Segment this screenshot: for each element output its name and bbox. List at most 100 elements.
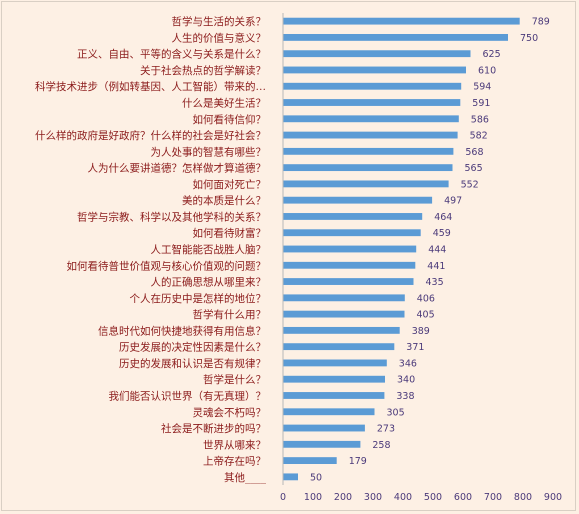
bar	[283, 164, 453, 172]
category-label: 其他____	[224, 471, 267, 484]
value-label: 338	[396, 391, 414, 402]
value-label: 50	[310, 472, 322, 483]
category-label: 什么样的政府是好政府？什么样的社会是好社会？	[35, 129, 266, 142]
category-label: 历史的发展和认识是否有规律？	[119, 357, 266, 370]
value-label: 591	[472, 98, 490, 109]
bar	[283, 50, 471, 58]
category-label: 如何看待财富？	[193, 227, 267, 240]
category-label: 我们能否认识世界（有无真理）？	[109, 389, 267, 402]
bar	[283, 196, 433, 204]
category-label: 历史发展的决定性因素是什么？	[119, 341, 266, 354]
bar	[283, 115, 459, 123]
value-label: 459	[433, 228, 451, 239]
bar	[283, 294, 405, 302]
x-tick-label: 200	[334, 492, 352, 503]
bar	[283, 359, 387, 367]
value-label: 586	[471, 114, 489, 125]
category-label: 如何面对死亡？	[193, 178, 267, 191]
category-label: 哲学有什么用？	[193, 308, 267, 321]
value-label: 435	[426, 277, 444, 288]
category-label: 人的正确思想从哪里来？	[151, 276, 267, 289]
value-label: 497	[444, 196, 462, 207]
bar	[283, 17, 520, 25]
x-tick-label: 500	[424, 492, 442, 503]
bar	[283, 229, 421, 237]
x-tick-label: 100	[304, 492, 322, 503]
category-label: 个人在历史中是怎样的地位？	[130, 292, 267, 305]
value-label: 594	[473, 82, 491, 93]
category-label: 人为什么要讲道德？怎样做才算道德？	[88, 162, 267, 175]
category-label: 如何看待普世价值观与核心价值观的问题？	[67, 259, 267, 272]
bar	[283, 245, 417, 253]
category-label: 灵魂会不朽吗？	[193, 406, 267, 419]
bar	[283, 310, 405, 318]
bar	[283, 473, 298, 481]
value-label: 305	[387, 407, 405, 418]
value-label: 464	[434, 212, 452, 223]
bar	[283, 440, 361, 448]
bar	[283, 82, 462, 90]
bar	[283, 424, 365, 432]
bar	[283, 278, 414, 285]
x-axis: 0 100 200 300 400 500 600 700 800 900	[280, 13, 562, 503]
category-label: 正义、自由、平等的含义与关系是什么？	[77, 48, 266, 61]
bar	[283, 147, 454, 155]
category-label: 哲学是什么？	[203, 373, 266, 386]
value-label: 610	[478, 65, 496, 76]
category-label: 为人处事的智慧有哪些？	[151, 145, 267, 158]
bar	[283, 457, 337, 465]
x-tick-label: 900	[544, 492, 562, 503]
value-label: 405	[417, 310, 435, 321]
bar	[283, 33, 508, 41]
value-labels-group: 789 750 625 610 594 591 586 582 568 565 552 497 464 4…	[310, 17, 550, 484]
bar	[283, 131, 458, 139]
bar	[283, 213, 423, 220]
x-tick-label: 300	[364, 492, 382, 503]
value-label: 340	[397, 375, 415, 386]
category-label: 哲学与生活的关系？	[172, 15, 267, 28]
category-label: 上帝存在吗？	[203, 455, 266, 468]
x-tick-label: 400	[394, 492, 412, 503]
value-label: 625	[483, 49, 501, 60]
value-label: 750	[520, 33, 538, 44]
category-labels-group: 哲学与生活的关系？ 人生的价值与意义？ 正义、自由、平等的含义与关系是什么？ 关于社会…	[35, 15, 267, 484]
bar	[283, 343, 395, 351]
value-label: 552	[461, 179, 479, 190]
value-label: 441	[427, 261, 445, 272]
value-label: 789	[532, 17, 550, 28]
value-label: 565	[465, 163, 483, 174]
x-tick-label: 600	[454, 492, 472, 503]
category-label: 人生的价值与意义？	[172, 31, 267, 44]
category-label: 世界从哪来？	[203, 439, 266, 451]
category-label: 关于社会热点的哲学解读？	[140, 64, 266, 77]
category-label: 什么是美好生活？	[182, 97, 266, 110]
category-label: 科学技术进步（例如转基因、人工智能）带来的…	[35, 80, 266, 93]
value-label: 406	[417, 293, 435, 304]
category-label: 信息时代如何快捷地获得有用信息？	[98, 324, 266, 337]
category-label: 人工智能能否战胜人脑？	[151, 243, 267, 256]
bar	[283, 66, 466, 74]
value-label: 179	[349, 456, 367, 467]
bar	[283, 408, 375, 416]
bar	[283, 99, 461, 106]
value-label: 273	[377, 424, 395, 435]
value-label: 258	[372, 440, 390, 451]
value-label: 582	[470, 131, 488, 142]
x-tick-label: 800	[514, 492, 532, 503]
category-label: 如何看待信仰？	[193, 113, 267, 126]
bar	[283, 326, 400, 334]
x-tick-label: 0	[280, 492, 286, 503]
value-label: 371	[406, 342, 424, 353]
value-label: 389	[412, 326, 430, 337]
value-label: 444	[428, 245, 446, 256]
bar	[283, 261, 416, 269]
category-label: 美的本质是什么？	[182, 194, 266, 207]
value-label: 346	[399, 358, 417, 369]
category-label: 哲学与宗教、科学以及其他学科的关系？	[77, 210, 266, 223]
x-tick-label: 700	[484, 492, 502, 503]
bar	[283, 375, 385, 383]
bar	[283, 180, 449, 188]
value-label: 568	[465, 147, 483, 158]
bars-group	[283, 17, 520, 481]
